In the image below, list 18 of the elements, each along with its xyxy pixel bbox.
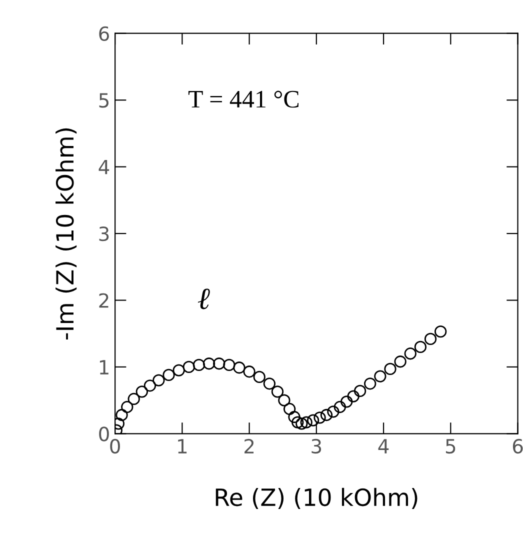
x-tick-label: 3 bbox=[312, 438, 322, 454]
y-tick-label: 1 bbox=[100, 360, 108, 374]
annotation: ℓ bbox=[198, 288, 210, 310]
y-tick-label: 0 bbox=[99, 426, 109, 442]
x-tick-label: 4 bbox=[378, 439, 389, 454]
x-tick-label: 0 bbox=[110, 438, 120, 454]
x-tick-label: 1 bbox=[178, 439, 187, 454]
y-axis-title: -Im (Z) (10 kOhm) bbox=[56, 128, 77, 340]
x-tick-label: 2 bbox=[244, 438, 254, 454]
y-tick-label: 2 bbox=[99, 293, 108, 308]
y-tick-label: 4 bbox=[98, 160, 110, 174]
y-tick-label: 6 bbox=[99, 26, 109, 42]
y-tick-label: 5 bbox=[99, 93, 108, 108]
annotation: T = 441 °C bbox=[188, 90, 298, 108]
y-tick-label: 3 bbox=[99, 226, 109, 242]
x-axis-title: Re (Z) (10 kOhm) bbox=[216, 488, 418, 509]
x-tick-label: 6 bbox=[512, 438, 523, 454]
x-tick-label: 5 bbox=[446, 439, 456, 454]
